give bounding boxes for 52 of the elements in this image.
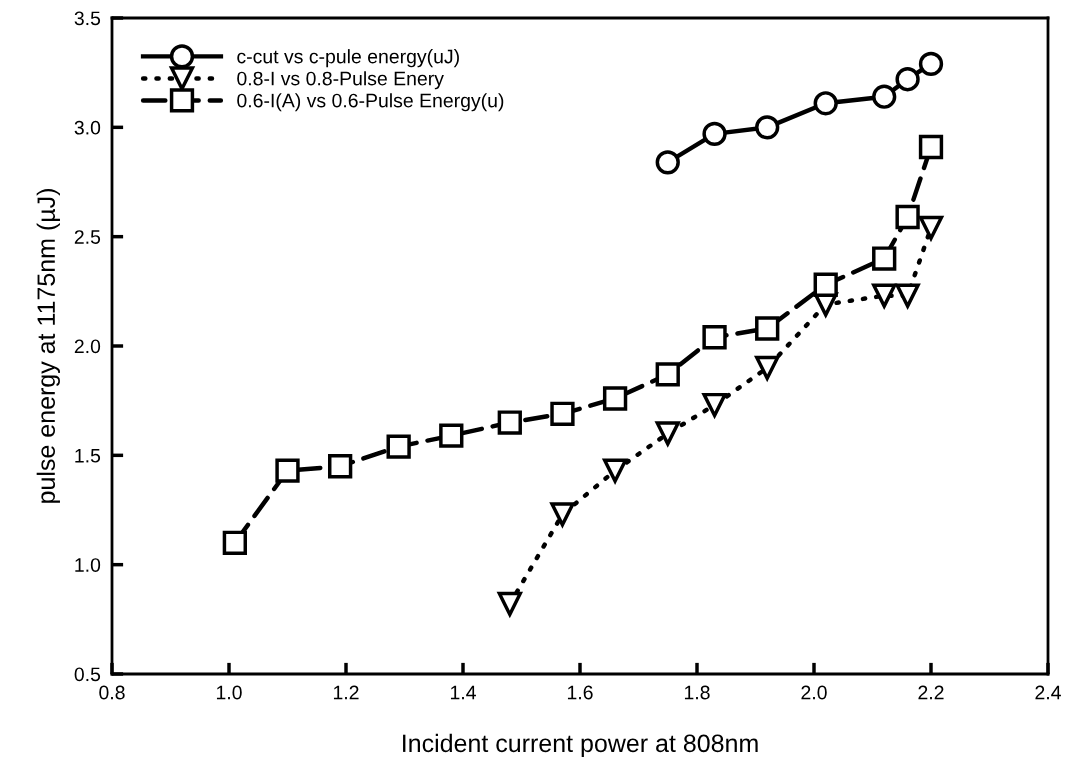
point — [496, 591, 523, 619]
point — [655, 362, 680, 387]
point — [222, 530, 248, 555]
point — [895, 283, 920, 308]
point — [813, 272, 838, 297]
point — [655, 421, 680, 446]
y-tick-label: 2.5 — [74, 230, 101, 244]
point — [755, 115, 780, 140]
legend-label: c-cut vs c-pule energy(uJ) — [237, 49, 459, 68]
y-tick-label: 0.5 — [74, 667, 101, 682]
x-tick-label: 2.0 — [801, 685, 827, 700]
y-axis-title: pulse energy at 1175nm (µJ) — [36, 189, 60, 503]
x-tick-label: 1.4 — [450, 685, 476, 700]
point — [872, 283, 897, 308]
point — [895, 204, 920, 230]
x-tick-label: 1.8 — [684, 685, 710, 700]
legend-label: 0.8-I vs 0.8-Pulse Enery — [237, 71, 444, 90]
point — [602, 386, 628, 411]
x-tick-label: 0.8 — [99, 685, 125, 700]
point — [895, 67, 920, 92]
point — [872, 84, 897, 109]
point — [550, 401, 575, 426]
y-tick-label: 2.0 — [74, 339, 101, 354]
y-tick-label: 1.5 — [75, 449, 101, 463]
point — [813, 91, 838, 116]
point — [918, 134, 944, 160]
x-tick-label: 1.0 — [216, 685, 242, 700]
point — [702, 121, 727, 147]
point — [327, 454, 353, 479]
y-tick-label: 3.5 — [74, 11, 101, 26]
point — [550, 502, 575, 527]
point — [275, 458, 300, 483]
y-tick-label: 1.0 — [75, 558, 101, 572]
point — [497, 410, 522, 435]
legend-label: 0.6-I(A) vs 0.6-Pulse Energy(u) — [237, 93, 504, 112]
x-tick-label: 1.2 — [333, 685, 359, 700]
x-tick-label: 2.4 — [1035, 685, 1061, 700]
point — [602, 458, 628, 483]
point — [439, 423, 464, 448]
x-axis-title: Incident current power at 808nm — [403, 733, 758, 758]
point — [755, 316, 780, 341]
point — [701, 392, 728, 420]
point — [655, 150, 680, 175]
point — [386, 434, 411, 459]
point — [754, 355, 781, 383]
x-tick-label: 1.6 — [567, 685, 593, 700]
x-tick-label: 2.2 — [918, 685, 944, 700]
point — [702, 325, 727, 350]
point — [918, 215, 944, 241]
point — [872, 246, 897, 271]
y-tick-label: 3.0 — [74, 120, 101, 135]
point — [918, 51, 944, 77]
